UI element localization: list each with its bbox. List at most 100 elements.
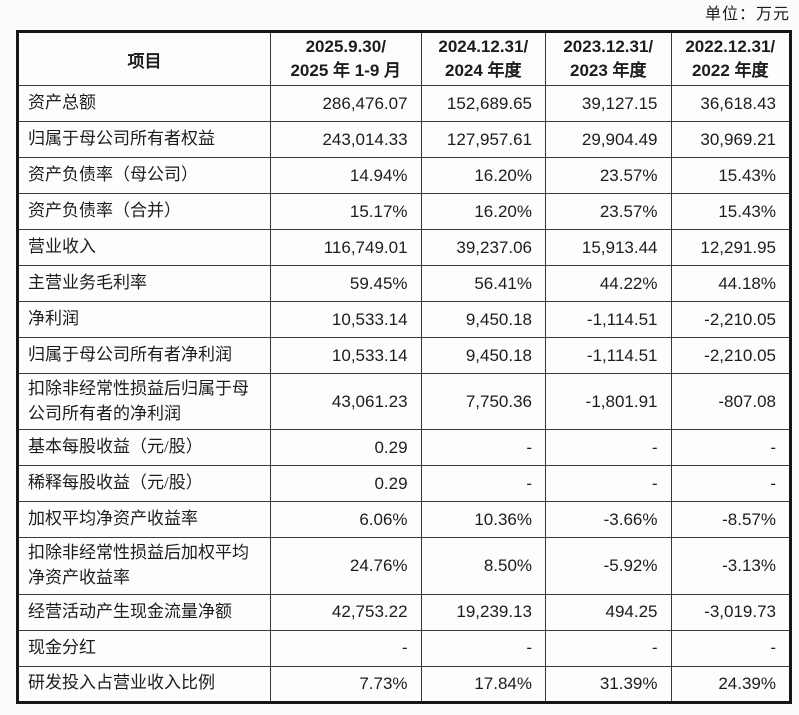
col-header-2022: 2022.12.31/ 2022 年度 (670, 31, 791, 86)
col-header-2025: 2025.9.30/ 2025 年 1-9 月 (269, 31, 422, 86)
cell-value: 39,127.15 (545, 85, 672, 122)
row-label: 稀释每股收益（元/股） (17, 465, 271, 503)
table-row: 资产总额 286,476.07 152,689.65 39,127.15 36,618.… (17, 85, 791, 122)
cell-value: 286,476.07 (269, 85, 422, 122)
cell-value: -1,114.51 (545, 337, 672, 374)
table-row: 营业收入 116,749.01 39,237.06 15,913.44 12,291.9… (17, 229, 791, 266)
cell-value: 9,450.18 (420, 337, 547, 374)
table-row: 现金分红 - - - - (17, 629, 791, 667)
cell-value: 10.36% (420, 501, 547, 539)
table-row: 稀释每股收益（元/股） 0.29- - - (17, 465, 791, 503)
row-label: 经营活动产生现金流量净额 (17, 593, 271, 631)
cell-value: 17.84% (420, 665, 547, 703)
cell-value: 44.22% (545, 265, 672, 302)
row-label: 资产负债率（合并） (17, 193, 271, 230)
cell-value: 14.94% (269, 157, 422, 194)
cell-value: 39,237.06 (420, 229, 547, 266)
cell-value: 30,969.21 (670, 121, 791, 158)
table-row: 加权平均净资产收益率 6.06% 10.36% -3.66% -8.57% (17, 501, 791, 539)
table-row: 归属于母公司所有者权益 243,014.33 127,957.61 29,904.49… (17, 121, 791, 158)
financial-summary-table: 项目 2025.9.30/ 2025 年 1-9 月 2024.12.31/ 2… (16, 30, 792, 704)
row-label: 研发投入占营业收入比例 (17, 665, 271, 703)
table-row: 归属于母公司所有者净利润 10,533.14 9,450.18 -1,114.51 -2… (17, 337, 791, 374)
cell-value: 10,533.14 (269, 301, 422, 338)
cell-value: 42,753.22 (269, 593, 422, 631)
cell-value: - (420, 629, 547, 667)
col-header-period: 2023 年度 (569, 61, 647, 80)
row-label: 扣除非经常性损益后加权平均净资产收益率 (17, 537, 271, 595)
cell-value: 494.25 (545, 593, 672, 631)
cell-value: -2,210.05 (670, 337, 791, 374)
cell-value: 8.50% (420, 537, 547, 595)
cell-value: 44.18% (670, 265, 791, 302)
row-label: 资产总额 (17, 85, 271, 122)
row-label: 现金分红 (17, 629, 271, 667)
table-row: 扣除非经常性损益后加权平均净资产收益率 24.76% 8.50% -5.92% -3.1… (17, 537, 791, 595)
col-header-date: 2025.9.30/ (305, 37, 386, 57)
cell-value: 16.20% (420, 157, 547, 194)
cell-value: 24.39% (670, 665, 791, 703)
table-body: 资产总额 286,476.07 152,689.65 39,127.15 36,618.… (17, 85, 791, 703)
cell-value: 56.41% (420, 265, 547, 302)
cell-value: -3,019.73 (670, 593, 791, 631)
table-row: 主营业务毛利率 59.45% 56.41% 44.22% 44.18% (17, 265, 791, 302)
cell-value: 23.57% (545, 157, 672, 194)
table-row: 基本每股收益（元/股） 0.29- - - (17, 429, 791, 467)
row-label: 扣除非经常性损益后归属于母公司所有者的净利润 (17, 372, 271, 431)
cell-value: 9,450.18 (420, 301, 547, 338)
cell-value: - (670, 629, 791, 667)
cell-value: 152,689.65 (420, 85, 547, 122)
cell-value: 0.29 (269, 429, 422, 467)
cell-value: 31.39% (545, 665, 672, 703)
row-label: 主营业务毛利率 (17, 265, 271, 302)
table-row: 研发投入占营业收入比例 7.73% 17.84% 31.39% 24.39% (17, 665, 791, 703)
row-label: 基本每股收益（元/股） (17, 429, 271, 467)
cell-value: -1,801.91 (545, 372, 672, 431)
cell-value: -2,210.05 (670, 301, 791, 338)
table-row: 资产负债率（合并） 15.17% 16.20% 23.57% 15.43% (17, 193, 791, 230)
cell-value: 23.57% (545, 193, 672, 230)
cell-value: 16.20% (420, 193, 547, 230)
cell-value: 15,913.44 (545, 229, 672, 266)
cell-value: 12,291.95 (670, 229, 791, 266)
cell-value: 7,750.36 (420, 372, 547, 431)
cell-value: -8.57% (670, 501, 791, 539)
cell-value: 19,239.13 (420, 593, 547, 631)
cell-value: 59.45% (269, 265, 422, 302)
cell-value: 24.76% (269, 537, 422, 595)
cell-value: - (545, 429, 672, 467)
col-header-date: 2024.12.31/ (438, 37, 529, 57)
cell-value: -1,114.51 (545, 301, 672, 338)
cell-value: 36,618.43 (670, 85, 791, 122)
cell-value: - (545, 629, 672, 667)
table-row: 扣除非经常性损益后归属于母公司所有者的净利润 43,061.23 7,750.36-… (17, 372, 791, 431)
cell-value: 15.17% (269, 193, 422, 230)
col-header-2024: 2024.12.31/ 2024 年度 (420, 31, 547, 86)
col-header-date: 2022.12.31/ (685, 37, 776, 57)
cell-value: 0.29 (269, 465, 422, 503)
cell-value: - (670, 429, 791, 467)
cell-value: 15.43% (670, 157, 791, 194)
col-header-date: 2023.12.31/ (563, 37, 654, 57)
cell-value: 116,749.01 (269, 229, 422, 266)
table-row: 资产负债率（母公司） 14.94% 16.20% 23.57% 15.43% (17, 157, 791, 194)
cell-value: 6.06% (269, 501, 422, 539)
cell-value: 15.43% (670, 193, 791, 230)
cell-value: -807.08 (670, 372, 791, 431)
cell-value: - (269, 629, 422, 667)
cell-value: -5.92% (545, 537, 672, 595)
col-header-period: 2022 年度 (691, 61, 769, 80)
cell-value: - (420, 429, 547, 467)
header-row: 项目 2025.9.30/ 2025 年 1-9 月 2024.12.31/ 2… (17, 31, 791, 86)
unit-label: 单位：万元 (704, 6, 790, 23)
table-row: 净利润 10,533.14 9,450.18 -1,114.51 -2,210.05 (17, 301, 791, 338)
row-label: 资产负债率（母公司） (17, 157, 271, 194)
row-label: 归属于母公司所有者净利润 (17, 337, 271, 374)
cell-value: -3.66% (545, 501, 672, 539)
row-label: 加权平均净资产收益率 (17, 501, 271, 539)
col-header-item: 项目 (17, 31, 271, 86)
cell-value: 7.73% (269, 665, 422, 703)
table-header: 项目 2025.9.30/ 2025 年 1-9 月 2024.12.31/ 2… (17, 31, 791, 86)
cell-value: 127,957.61 (420, 121, 547, 158)
cell-value: - (545, 465, 672, 503)
